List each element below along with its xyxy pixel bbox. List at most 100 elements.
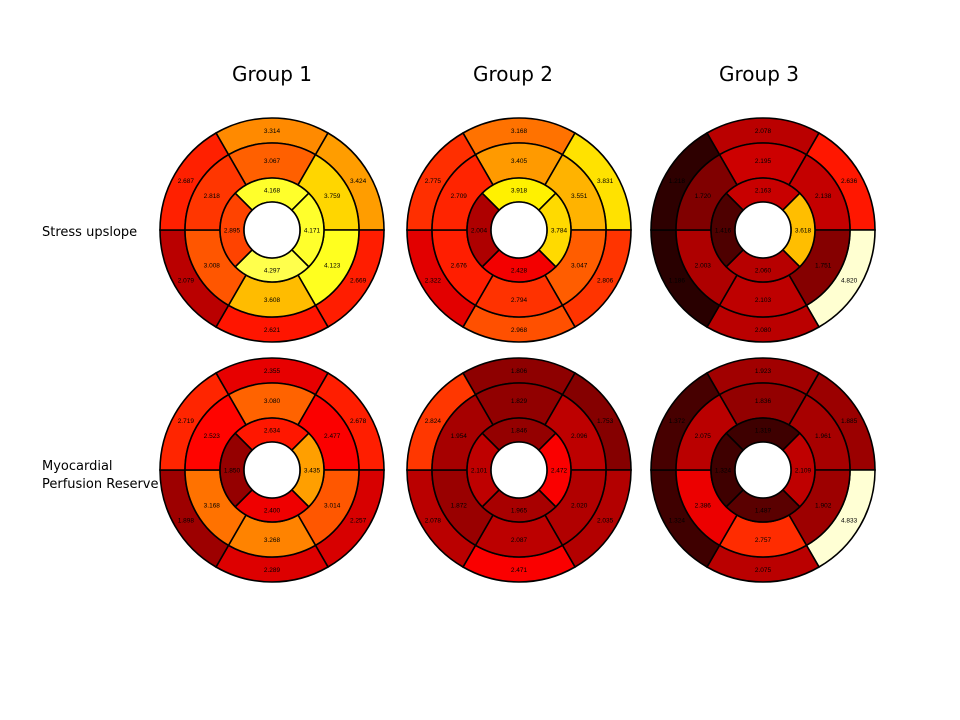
segment-value-label: 3.784 — [551, 228, 568, 235]
segment-value-label: 3.080 — [264, 398, 281, 405]
column-title-group-2: Group 2 — [473, 62, 553, 86]
center-hole — [490, 201, 548, 259]
segment-value-label: 2.004 — [471, 228, 488, 235]
segment-value-label: 2.824 — [425, 418, 442, 425]
segment-value-label: 2.289 — [264, 567, 281, 574]
segment-value-label: 2.322 — [425, 277, 442, 284]
segment-value-label: 1.218 — [669, 178, 686, 185]
segment-value-label: 2.523 — [204, 433, 221, 440]
segment-value-label: 2.895 — [224, 228, 241, 235]
segment-value-label: 2.257 — [350, 517, 367, 524]
segment-value-label: 2.709 — [451, 193, 468, 200]
segment-value-label: 3.831 — [597, 178, 614, 185]
segment-value-label: 2.471 — [511, 567, 528, 574]
segment-value-label: 1.487 — [755, 508, 772, 515]
segment-value-label: 2.087 — [511, 537, 528, 544]
bullseye-chart: 1.806 1.753 2.035 2.471 2.078 2.824 1.829 2.096… — [406, 357, 632, 583]
segment-value-label: 2.794 — [511, 297, 528, 304]
segment-value-label: 1.806 — [511, 368, 528, 375]
segment-value-label: 3.918 — [511, 188, 528, 195]
segment-value-label: 2.621 — [264, 327, 281, 334]
segment-value-label: 2.477 — [324, 433, 341, 440]
segment-value-label: 3.424 — [350, 178, 367, 185]
segment-value-label: 2.138 — [815, 193, 832, 200]
segment-value-label: 1.923 — [755, 368, 772, 375]
column-title-group-1: Group 1 — [232, 62, 312, 86]
segment-value-label: 1.836 — [755, 398, 772, 405]
segment-value-label: 3.268 — [264, 537, 281, 544]
segment-value-label: 1.902 — [815, 502, 832, 509]
segment-value-label: 2.020 — [571, 502, 588, 509]
bullseye-chart: 2.078 2.636 4.820 2.080 1.186 1.218 2.195 2.138… — [650, 117, 876, 343]
segment-value-label: 2.101 — [471, 468, 488, 475]
bullseye-chart: 1.923 1.885 4.833 2.075 1.324 1.372 1.836 1.961… — [650, 357, 876, 583]
center-hole — [734, 201, 792, 259]
segment-value-label: 2.676 — [451, 262, 468, 269]
segment-value-label: 2.806 — [597, 277, 614, 284]
segment-value-label: 3.435 — [304, 468, 321, 475]
segment-value-label: 1.898 — [178, 517, 195, 524]
segment-value-label: 3.314 — [264, 128, 281, 135]
segment-value-label: 1.965 — [511, 508, 528, 515]
segment-value-label: 3.067 — [264, 158, 281, 165]
center-hole — [490, 441, 548, 499]
segment-value-label: 2.400 — [264, 508, 281, 515]
segment-value-label: 3.168 — [511, 128, 528, 135]
segment-value-label: 1.186 — [669, 277, 686, 284]
column-title-group-3: Group 3 — [719, 62, 799, 86]
segment-value-label: 3.008 — [204, 262, 221, 269]
segment-value-label: 2.669 — [350, 277, 367, 284]
segment-value-label: 2.472 — [551, 468, 568, 475]
segment-value-label: 2.355 — [264, 368, 281, 375]
segment-value-label: 3.405 — [511, 158, 528, 165]
segment-value-label: 2.818 — [204, 193, 221, 200]
segment-value-label: 3.168 — [204, 502, 221, 509]
segment-value-label: 2.080 — [755, 327, 772, 334]
segment-value-label: 2.079 — [178, 277, 195, 284]
row-label-myocardial-perfusion-reserve: Myocardial Perfusion Reserve — [42, 459, 159, 492]
segment-value-label: 2.719 — [178, 418, 195, 425]
segment-value-label: 2.775 — [425, 178, 442, 185]
segment-value-label: 2.386 — [695, 502, 712, 509]
segment-value-label: 1.720 — [695, 193, 712, 200]
segment-value-label: 1.319 — [755, 428, 772, 435]
segment-value-label: 4.833 — [841, 517, 858, 524]
segment-value-label: 1.324 — [715, 468, 732, 475]
bullseye-chart: 2.355 2.678 2.257 2.289 1.898 2.719 3.080 2.477… — [159, 357, 385, 583]
segment-value-label: 2.968 — [511, 327, 528, 334]
segment-value-label: 1.372 — [669, 418, 686, 425]
segment-value-label: 2.075 — [695, 433, 712, 440]
segment-value-label: 2.035 — [597, 517, 614, 524]
segment-value-label: 1.850 — [224, 468, 241, 475]
segment-value-label: 3.014 — [324, 502, 341, 509]
segment-value-label: 1.416 — [715, 228, 732, 235]
segment-value-label: 4.123 — [324, 262, 341, 269]
bullseye-chart: 3.168 3.831 2.806 2.968 2.322 2.775 3.405 3.551… — [406, 117, 632, 343]
segment-value-label: 4.297 — [264, 268, 281, 275]
segment-value-label: 3.608 — [264, 297, 281, 304]
bullseye-chart: 3.314 3.424 2.669 2.621 2.079 2.687 3.067 3.759… — [159, 117, 385, 343]
segment-value-label: 1.885 — [841, 418, 858, 425]
segment-value-label: 1.954 — [451, 433, 468, 440]
segment-value-label: 1.829 — [511, 398, 528, 405]
center-hole — [243, 201, 301, 259]
segment-value-label: 3.047 — [571, 262, 588, 269]
segment-value-label: 1.751 — [815, 262, 832, 269]
segment-value-label: 2.078 — [425, 517, 442, 524]
segment-value-label: 1.872 — [451, 502, 468, 509]
segment-value-label: 2.757 — [755, 537, 772, 544]
segment-value-label: 3.759 — [324, 193, 341, 200]
segment-value-label: 2.109 — [795, 468, 812, 475]
segment-value-label: 1.846 — [511, 428, 528, 435]
center-hole — [734, 441, 792, 499]
segment-value-label: 2.078 — [755, 128, 772, 135]
segment-value-label: 1.753 — [597, 418, 614, 425]
segment-value-label: 2.096 — [571, 433, 588, 440]
segment-value-label: 2.195 — [755, 158, 772, 165]
center-hole — [243, 441, 301, 499]
segment-value-label: 2.678 — [350, 418, 367, 425]
segment-value-label: 2.075 — [755, 567, 772, 574]
segment-value-label: 2.003 — [695, 262, 712, 269]
